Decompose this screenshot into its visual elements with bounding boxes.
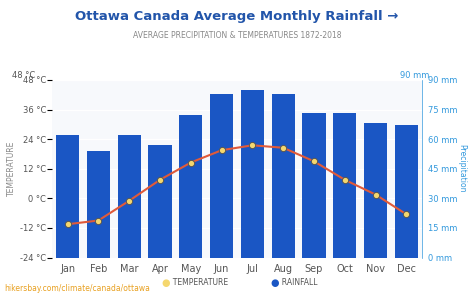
Text: RAINFALL: RAINFALL [277,278,318,287]
Bar [210,94,233,258]
Bar [364,123,387,258]
Text: ●: ● [271,278,279,288]
Text: TEMPERATURE: TEMPERATURE [8,141,16,197]
Text: 90 mm: 90 mm [400,71,429,80]
Bar [241,90,264,258]
Text: ●: ● [162,278,170,288]
Bar [272,94,295,258]
Text: AVERAGE PRECIPITATION & TEMPERATURES 1872-2018: AVERAGE PRECIPITATION & TEMPERATURES 187… [133,31,341,40]
Bar [302,113,326,258]
Text: Ottawa Canada Average Monthly Rainfall →: Ottawa Canada Average Monthly Rainfall → [75,10,399,23]
Bar [118,135,141,258]
Bar [56,135,79,258]
Bar [333,113,356,258]
Bar [179,115,202,258]
Text: Precipitation: Precipitation [458,144,466,193]
Text: hikersbay.com/climate/canada/ottawa: hikersbay.com/climate/canada/ottawa [5,284,151,293]
Bar [148,145,172,258]
Bar [395,125,418,258]
Text: TEMPERATURE: TEMPERATURE [168,278,228,287]
Text: 48 °C: 48 °C [12,71,35,80]
Bar [87,151,110,258]
